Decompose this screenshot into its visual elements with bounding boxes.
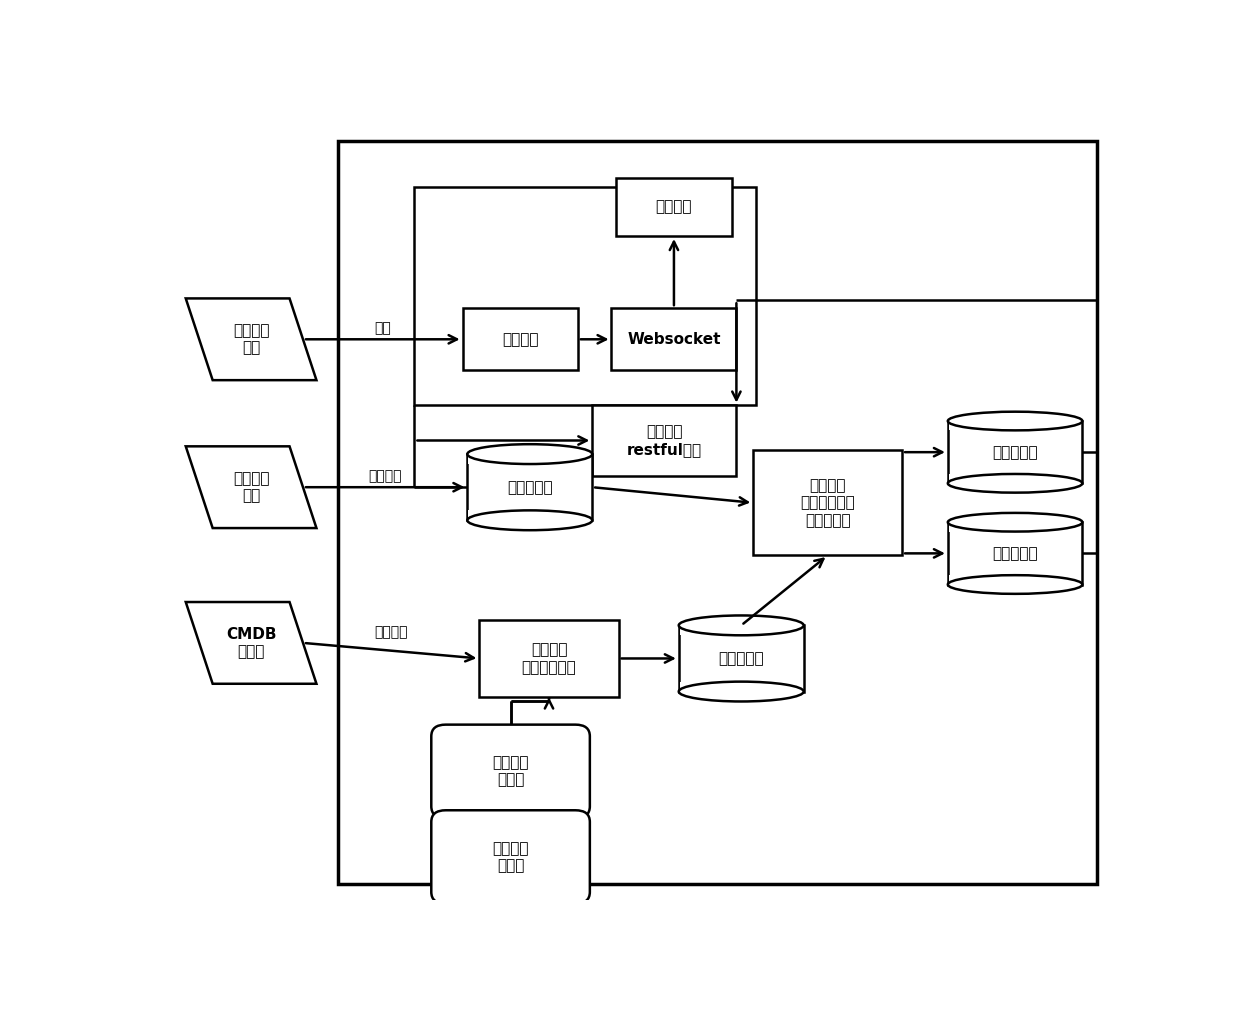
FancyBboxPatch shape <box>432 810 590 904</box>
Bar <box>469 444 591 464</box>
Bar <box>680 681 802 702</box>
Bar <box>678 626 804 692</box>
Bar <box>753 450 903 555</box>
Bar <box>337 141 1097 885</box>
Text: 拓扑前端: 拓扑前端 <box>656 199 692 214</box>
Text: 资源实例: 资源实例 <box>374 625 408 639</box>
Text: 拓扑数据表: 拓扑数据表 <box>718 651 764 666</box>
Ellipse shape <box>947 575 1083 593</box>
Bar <box>611 308 737 370</box>
Text: 部门组织
管理: 部门组织 管理 <box>233 471 269 503</box>
Text: CMDB
资源表: CMDB 资源表 <box>226 627 277 659</box>
Text: 告警: 告警 <box>374 321 391 336</box>
Text: 部门用户: 部门用户 <box>368 469 402 483</box>
Polygon shape <box>186 298 316 380</box>
Text: 告警统计: 告警统计 <box>502 332 538 347</box>
Bar <box>949 411 1081 431</box>
Bar <box>616 178 732 237</box>
Ellipse shape <box>947 513 1083 532</box>
Bar <box>949 575 1081 593</box>
Bar <box>467 454 593 521</box>
Text: 定时任务
拓扑数据生成: 定时任务 拓扑数据生成 <box>522 642 577 674</box>
Text: 视窗连线表: 视窗连线表 <box>992 445 1038 460</box>
Bar <box>469 511 591 530</box>
Text: 拓扑关系
模型表: 拓扑关系 模型表 <box>492 841 528 874</box>
Polygon shape <box>186 446 316 528</box>
FancyBboxPatch shape <box>432 725 590 818</box>
Bar <box>593 405 737 475</box>
Text: 拓扑后端
restful接口: 拓扑后端 restful接口 <box>626 425 702 457</box>
Ellipse shape <box>947 411 1083 431</box>
Bar <box>949 474 1081 492</box>
Ellipse shape <box>678 681 804 702</box>
Text: 拓扑节点
类型表: 拓扑节点 类型表 <box>492 755 528 788</box>
Text: 拓扑视窗表: 拓扑视窗表 <box>507 479 553 494</box>
Text: Websocket: Websocket <box>627 332 720 347</box>
Text: 视窗节点表: 视窗节点表 <box>992 546 1038 561</box>
Ellipse shape <box>467 511 593 530</box>
Bar <box>480 620 619 698</box>
Bar <box>414 187 755 405</box>
Polygon shape <box>186 602 316 683</box>
Bar <box>947 523 1083 584</box>
Bar <box>947 421 1083 483</box>
Bar <box>463 308 578 370</box>
Text: 定时任务
生成视窗连线
表和节点表: 定时任务 生成视窗连线 表和节点表 <box>800 478 856 528</box>
Text: 故障管理
系统: 故障管理 系统 <box>233 324 269 356</box>
Bar <box>680 616 802 635</box>
Ellipse shape <box>947 474 1083 492</box>
Bar <box>949 513 1081 532</box>
Ellipse shape <box>678 616 804 635</box>
Ellipse shape <box>467 444 593 464</box>
